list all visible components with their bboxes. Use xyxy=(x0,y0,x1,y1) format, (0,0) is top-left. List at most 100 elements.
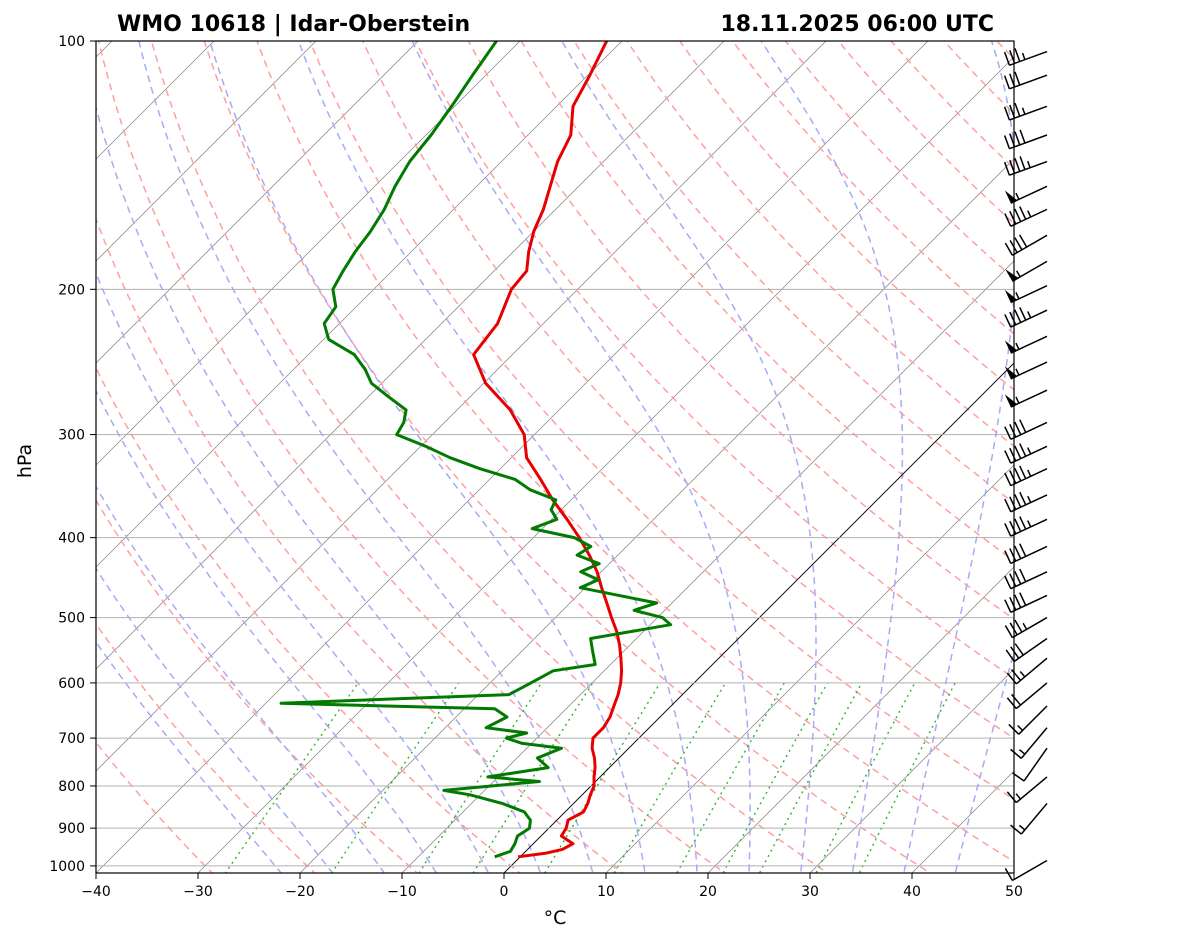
wind-barb-flag xyxy=(1019,568,1027,583)
wind-barb-flag xyxy=(1019,129,1026,144)
dry-adiabat-line xyxy=(150,41,829,873)
wind-barb-staff xyxy=(1010,545,1048,565)
y-tick-label: 100 xyxy=(58,34,85,50)
y-tick-label: 500 xyxy=(58,611,85,627)
chart-title-station: WMO 10618 | Idar-Oberstein xyxy=(117,12,470,37)
wind-barb-flag xyxy=(1006,791,1017,804)
isotherm-line xyxy=(707,566,1014,873)
wind-barb-flag xyxy=(1004,575,1012,590)
wind-barb xyxy=(1003,129,1048,150)
wind-barb-flag xyxy=(1019,443,1027,457)
wind-barb xyxy=(1004,361,1048,380)
dry-adiabat-line xyxy=(309,41,1014,801)
wind-barb-flag xyxy=(1010,646,1020,659)
isotherm-line xyxy=(809,668,1014,873)
x-tick-label: 20 xyxy=(699,884,717,900)
dry-adiabat-line xyxy=(995,41,1014,60)
dry-adiabat-line xyxy=(96,366,521,873)
wind-barb-flag xyxy=(1019,592,1027,606)
dry-adiabat-line xyxy=(96,622,316,873)
wind-barb xyxy=(1010,727,1048,759)
dry-adiabat-line xyxy=(203,41,932,873)
isotherm-line xyxy=(96,41,827,772)
wind-barb xyxy=(1004,443,1048,464)
wind-barb-staff xyxy=(1009,160,1048,176)
wind-barb-half-flag xyxy=(1027,210,1032,218)
moist-adiabat-line xyxy=(96,104,542,873)
wind-barb-half-flag xyxy=(1022,622,1028,630)
isotherm-line xyxy=(401,260,1014,873)
x-tick-label: −30 xyxy=(183,884,213,900)
wind-barb-flag xyxy=(1014,237,1023,251)
wind-barb-flag xyxy=(1004,498,1012,513)
wind-barb-flag xyxy=(1014,131,1021,146)
temperature-profile-line xyxy=(472,41,624,859)
wind-barb-flag xyxy=(1019,206,1027,220)
mixing-ratio-line xyxy=(722,682,829,873)
wind-barb-half-flag xyxy=(1021,107,1026,115)
wind-barb-flag xyxy=(1009,133,1016,148)
zero-isotherm-line xyxy=(503,362,1014,873)
wind-barb-flag xyxy=(1009,210,1017,225)
mixing-ratio-line xyxy=(613,682,727,873)
wind-barb xyxy=(1006,657,1048,685)
dry-adiabat-line xyxy=(890,41,1014,170)
wind-barb-flag xyxy=(1003,135,1011,149)
wind-barb-staff xyxy=(1020,802,1048,835)
wind-barb xyxy=(1004,335,1048,354)
wind-barb xyxy=(1010,802,1048,835)
wind-barb-flag xyxy=(1014,518,1022,532)
wind-barb-flag xyxy=(1009,104,1016,119)
wind-barb-flag xyxy=(1003,106,1011,121)
isotherm-line xyxy=(96,41,215,160)
wind-barb-half-flag xyxy=(1021,52,1026,60)
wind-barb-staff xyxy=(1009,74,1048,90)
wind-barb xyxy=(1004,206,1048,227)
wind-barb-staff xyxy=(1009,50,1048,66)
wind-barb-staff xyxy=(1010,594,1048,614)
dry-adiabat-line xyxy=(784,41,1014,280)
pressure-gridlines xyxy=(96,40,1014,867)
wind-barb-staff xyxy=(1023,747,1048,782)
wind-barb-staff xyxy=(1011,260,1048,283)
wind-barb xyxy=(1004,234,1048,256)
wind-barb xyxy=(1004,389,1048,408)
wind-barb-half-flag xyxy=(1015,396,1020,404)
wind-barb-flag xyxy=(1014,467,1022,482)
wind-barb-flag xyxy=(1018,234,1028,248)
mixing-ratio-line xyxy=(676,682,785,873)
wind-barb-flag xyxy=(1003,75,1011,90)
isotherm-line xyxy=(197,56,1014,873)
wind-barb xyxy=(1003,48,1048,66)
isotherm-line xyxy=(96,41,725,670)
wind-barb-flag xyxy=(1003,161,1011,176)
moist-adiabat-line xyxy=(760,41,904,873)
mixing-ratio-line xyxy=(543,682,661,873)
wind-barb-flag xyxy=(1006,672,1017,685)
wind-barb-flag xyxy=(1004,523,1012,537)
wind-barb-flag xyxy=(1009,424,1017,438)
dry-adiabat-line xyxy=(96,216,624,873)
wind-barb-flag xyxy=(1014,421,1022,436)
isotherm-line xyxy=(96,41,929,873)
y-tick-label: 1000 xyxy=(49,859,85,875)
wind-barb-staff xyxy=(1011,616,1048,639)
x-tick-label: 40 xyxy=(903,884,921,900)
y-tick-label: 300 xyxy=(58,428,85,444)
wind-barb xyxy=(1006,682,1048,710)
wind-barb-flag xyxy=(1009,159,1016,174)
wind-barb xyxy=(1005,637,1048,663)
wind-barb-staff xyxy=(1013,637,1048,663)
wind-barb-staff xyxy=(1010,468,1048,487)
isotherm-line xyxy=(299,158,1014,873)
moist-adiabat-line xyxy=(96,389,438,873)
wind-barb xyxy=(1004,419,1048,441)
moist-adiabat-line xyxy=(411,41,751,873)
wind-barb xyxy=(1004,465,1048,487)
wind-barb-staff xyxy=(1010,309,1048,328)
wind-barb-flag xyxy=(1019,307,1027,321)
wind-barb-pennant xyxy=(1004,340,1018,354)
wind-barb xyxy=(1006,776,1048,804)
wind-barb-half-flag xyxy=(1027,447,1032,455)
moist-adiabat-line xyxy=(96,567,334,873)
